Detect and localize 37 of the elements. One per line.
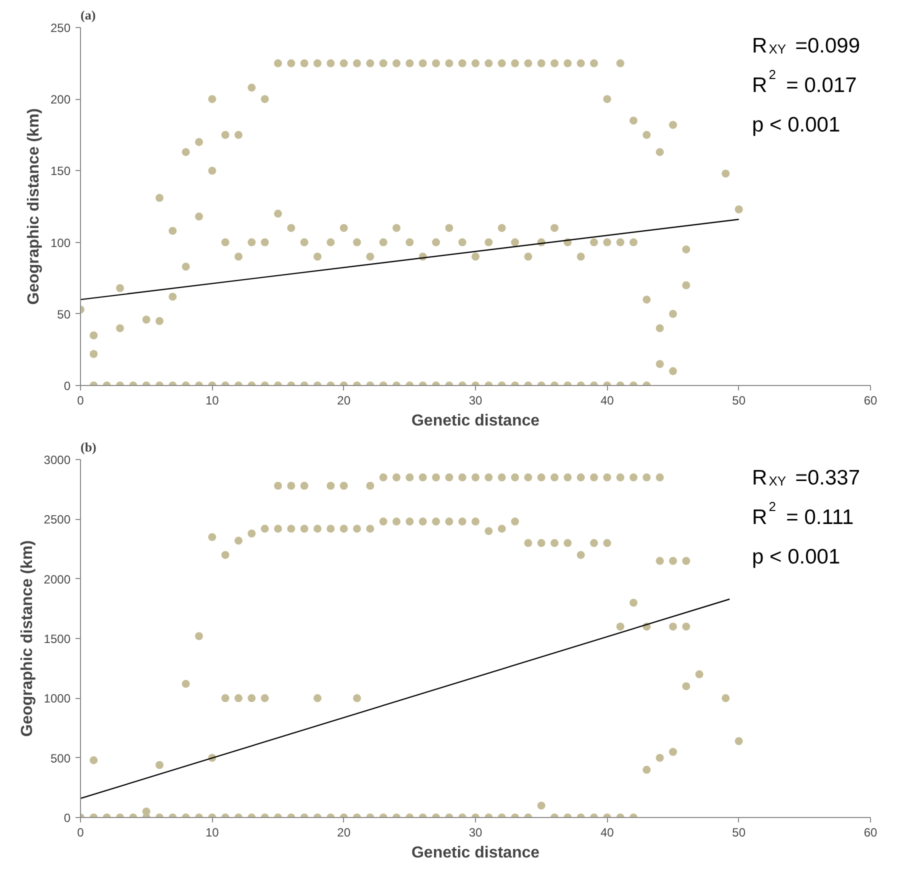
y-tick-label: 150: [50, 164, 71, 178]
x-tick-label: 40: [600, 394, 614, 408]
x-tick-label: 60: [864, 826, 878, 840]
x-axis-title: Genetic distance: [411, 844, 540, 862]
x-tick-label: 50: [732, 394, 746, 408]
annotation: RXY =0.099: [752, 34, 860, 58]
y-tick-label: 500: [50, 751, 71, 766]
y-tick-label: 100: [50, 236, 71, 250]
annotation: p < 0.001: [752, 545, 840, 568]
x-tick-label: 10: [205, 826, 220, 840]
y-tick-label: 1500: [44, 632, 71, 646]
y-tick-label: 0: [64, 379, 71, 393]
annotation: p < 0.001: [752, 113, 840, 136]
x-tick-label: 0: [77, 826, 84, 840]
x-tick-label: 10: [205, 394, 220, 408]
x-tick-label: 30: [468, 394, 482, 408]
x-tick-label: 0: [77, 394, 84, 408]
y-tick-label: 3000: [44, 453, 71, 467]
y-axis-title: Geographic distance (km): [18, 540, 36, 737]
x-tick-label: 20: [337, 826, 351, 840]
y-tick-label: 200: [50, 92, 71, 107]
x-axis-title: Genetic distance: [411, 412, 540, 430]
y-tick-label: 250: [50, 21, 71, 35]
chart-title: (a): [80, 8, 96, 22]
y-axis-title: Geographic distance (km): [25, 108, 42, 305]
x-tick-label: 60: [864, 394, 878, 408]
y-tick-label: 2500: [44, 512, 71, 527]
x-tick-label: 40: [600, 826, 614, 840]
y-tick-label: 0: [64, 811, 71, 825]
chart-title: (b): [80, 440, 96, 454]
annotation: RXY =0.337: [752, 466, 860, 490]
y-tick-label: 1000: [44, 692, 71, 706]
x-tick-label: 20: [337, 394, 351, 408]
y-tick-label: 2000: [44, 572, 71, 586]
y-tick-label: 50: [57, 307, 71, 322]
x-tick-label: 50: [732, 826, 746, 840]
x-tick-label: 30: [468, 826, 482, 840]
